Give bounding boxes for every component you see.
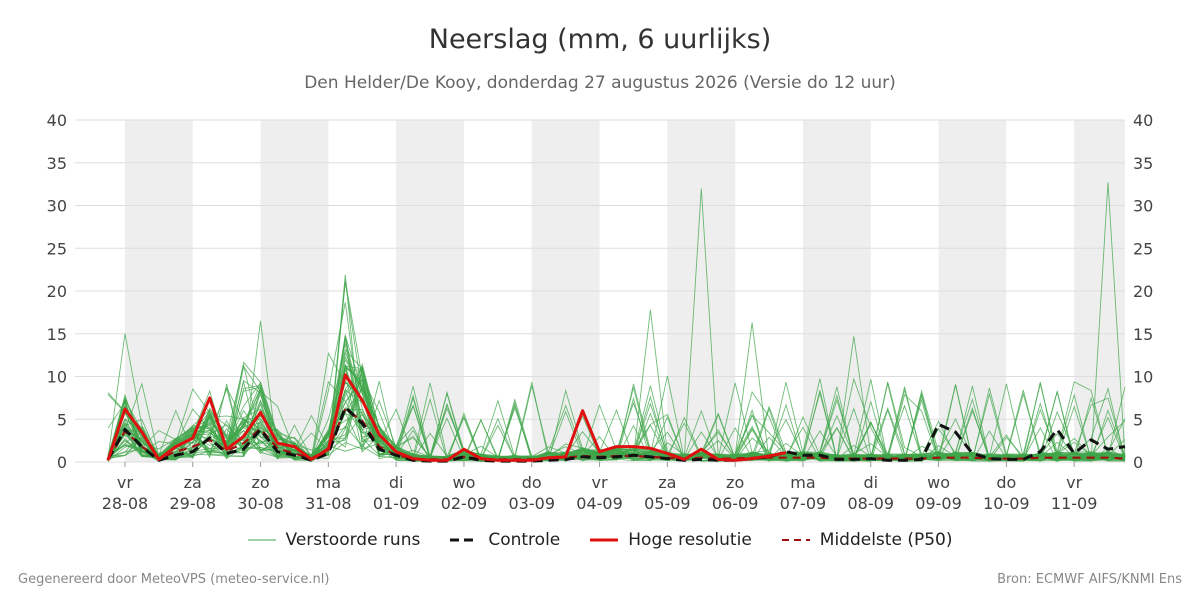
x-tick-date: 02-09 [441,494,488,513]
x-tick-date: 29-08 [170,494,217,513]
x-axis: vr 28-08 za 29-08 zo 30-08 ma 31-08 di 01-09 wo 02-… [102,462,1098,513]
x-tick-day: za [658,473,676,492]
x-tick-date: 09-09 [915,494,962,513]
x-tick-date: 08-09 [848,494,895,513]
x-tick-day: di [863,473,878,492]
legend-swatch-control [450,538,479,542]
y-tick-label-left: 5 [57,410,67,429]
y-tick-label-right: 35 [1133,154,1153,173]
x-tick-day: wo [453,473,476,492]
x-tick-day: ma [790,473,815,492]
x-tick-date: 30-08 [237,494,284,513]
x-tick-date: 01-09 [373,494,420,513]
control-line [106,405,1126,463]
footer-source: Bron: ECMWF AIFS/KNMI Ens [997,572,1182,587]
x-tick-date: 28-08 [102,494,149,513]
y-tick-label-right: 40 [1133,111,1153,130]
legend-item-ensemble[interactable]: Verstoorde runs [247,530,421,550]
chart-title: Neerslag (mm, 6 uurlijks) [428,24,772,55]
footer-generated-by: Gegenereerd door MeteoVPS (meteo-service… [18,572,330,587]
y-tick-label-right: 30 [1133,197,1153,216]
x-tick-date: 03-09 [509,494,556,513]
y-tick-label-left: 30 [47,197,67,216]
x-tick-day: wo [927,473,950,492]
main-series [106,373,1126,463]
y-tick-label-left: 0 [57,453,67,472]
legend-item-median[interactable]: Middelste (P50) [781,530,953,550]
legend: Verstoorde runs Controle Hoge resolutie … [0,530,1200,550]
x-tick-day: vr [1066,473,1082,492]
y-tick-label-left: 20 [47,282,67,301]
legend-swatch-median [781,539,810,541]
x-tick-date: 05-09 [644,494,691,513]
chart-subtitle: Den Helder/De Kooy, donderdag 27 augustu… [304,73,896,93]
legend-item-control[interactable]: Controle [450,530,560,550]
x-tick-date: 11-09 [1051,494,1098,513]
legend-label-hires: Hoge resolutie [628,530,752,550]
y-tick-label-right: 5 [1133,410,1143,429]
x-tick-day: za [184,473,202,492]
legend-label-median: Middelste (P50) [819,530,953,550]
x-tick-day: do [996,473,1016,492]
y-axis-left: 0 5 10 15 20 25 30 35 40 [47,111,67,472]
legend-item-hires[interactable]: Hoge resolutie [590,530,752,550]
x-tick-date: 31-08 [305,494,352,513]
x-tick-day: di [389,473,404,492]
legend-swatch-hires [590,538,619,542]
x-tick-date: 07-09 [780,494,827,513]
y-tick-label-left: 40 [47,111,67,130]
y-tick-label-right: 25 [1133,239,1153,258]
ensemble-run-line [107,381,1126,462]
x-tick-day: zo [251,473,269,492]
y-tick-label-right: 0 [1133,453,1143,472]
y-tick-label-right: 15 [1133,325,1153,344]
y-tick-label-left: 15 [47,325,67,344]
legend-label-control: Controle [488,530,561,550]
x-tick-day: do [522,473,542,492]
x-tick-date: 04-09 [576,494,623,513]
x-tick-date: 06-09 [712,494,759,513]
y-tick-label-left: 25 [47,239,67,258]
x-tick-day: zo [726,473,744,492]
y-tick-label-right: 10 [1133,368,1153,387]
legend-swatch-ensemble [247,539,276,541]
legend-label-ensemble: Verstoorde runs [285,530,421,550]
y-tick-label-left: 10 [47,368,67,387]
y-tick-label-right: 20 [1133,282,1153,301]
y-axis-right: 0 5 10 15 20 25 30 35 40 [1133,111,1153,472]
hires-line [106,373,787,462]
x-tick-day: vr [117,473,133,492]
x-tick-date: 10-09 [983,494,1030,513]
y-tick-label-left: 35 [47,154,67,173]
x-tick-day: ma [316,473,341,492]
x-tick-day: vr [592,473,608,492]
